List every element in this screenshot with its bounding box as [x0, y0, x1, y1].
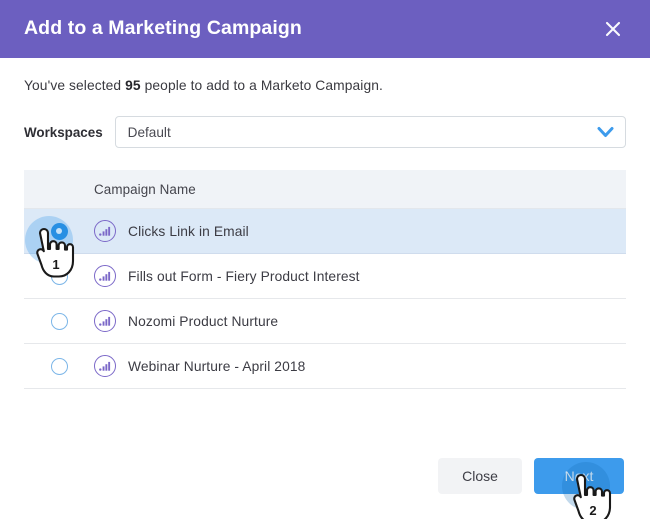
campaign-name-label: Nozomi Product Nurture [128, 313, 279, 329]
table-row[interactable]: Fills out Form - Fiery Product Interest [24, 254, 626, 299]
row-name-cell: Fills out Form - Fiery Product Interest [94, 265, 626, 287]
close-button[interactable] [598, 14, 628, 44]
summary-suffix: people to add to a Marketo Campaign. [140, 78, 383, 93]
radio-button[interactable] [50, 357, 68, 375]
close-dialog-button[interactable]: Close [438, 458, 522, 494]
row-name-cell: Clicks Link in Email [94, 220, 626, 242]
table-header-row: Campaign Name [24, 170, 626, 209]
workspaces-select[interactable]: Default [114, 116, 626, 148]
close-icon [603, 19, 623, 39]
row-select-cell[interactable] [24, 312, 94, 330]
campaign-chart-icon [94, 310, 116, 332]
row-select-cell[interactable] [24, 357, 94, 375]
dialog-header: Add to a Marketing Campaign [0, 0, 650, 58]
campaign-table: Campaign Name Clicks [24, 170, 626, 389]
radio-button[interactable] [50, 267, 68, 285]
campaign-name-label: Fills out Form - Fiery Product Interest [128, 268, 360, 284]
selected-count: 95 [125, 78, 141, 93]
row-name-cell: Webinar Nurture - April 2018 [94, 355, 626, 377]
campaign-name-label: Clicks Link in Email [128, 223, 249, 239]
dialog-footer: Close Next [0, 433, 650, 519]
campaign-chart-icon [94, 355, 116, 377]
dialog-body: You've selected 95 people to add to a Ma… [0, 58, 650, 519]
campaign-name-label: Webinar Nurture - April 2018 [128, 358, 306, 374]
summary-prefix: You've selected [24, 78, 126, 93]
workspaces-label: Workspaces [24, 124, 103, 140]
radio-button-selected[interactable] [50, 222, 68, 240]
radio-button[interactable] [50, 312, 68, 330]
workspaces-selected-value: Default [127, 124, 171, 140]
row-name-cell: Nozomi Product Nurture [94, 310, 626, 332]
selection-summary: You've selected 95 people to add to a Ma… [24, 78, 383, 93]
column-header-campaign-name: Campaign Name [94, 181, 196, 197]
table-row[interactable]: Clicks Link in Email [24, 209, 626, 254]
table-header-name-col: Campaign Name [94, 182, 626, 197]
row-select-cell[interactable] [24, 222, 94, 240]
chevron-down-icon [597, 126, 614, 138]
row-select-cell[interactable] [24, 267, 94, 285]
table-row[interactable]: Nozomi Product Nurture [24, 299, 626, 344]
page-title: Add to a Marketing Campaign [24, 17, 302, 40]
next-button[interactable]: Next [534, 458, 624, 494]
workspaces-row: Workspaces Default [24, 116, 626, 148]
table-row[interactable]: Webinar Nurture - April 2018 [24, 344, 626, 389]
campaign-chart-icon [94, 220, 116, 242]
campaign-chart-icon [94, 265, 116, 287]
